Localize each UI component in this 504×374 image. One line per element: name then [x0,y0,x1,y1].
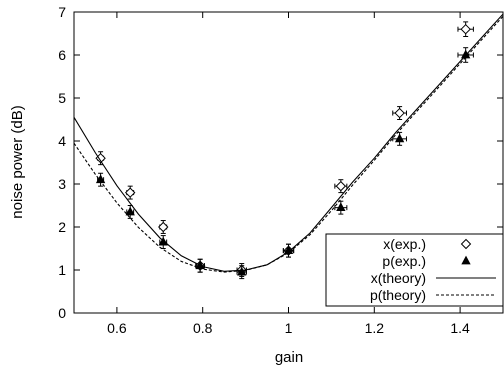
data-point-p(exp.) [336,202,346,212]
x-tick-label: 0.8 [193,320,213,336]
y-tick-label: 3 [58,176,66,192]
plot-area [74,13,503,280]
y-tick-label: 5 [58,90,66,106]
data-point-x(exp.) [335,180,347,192]
data-point-x(exp.) [158,221,169,233]
legend-label: p(theory) [370,287,426,303]
data-point-x(exp.) [460,23,471,35]
x-tick-label: 1.2 [365,320,385,336]
data-point-p(exp.) [125,206,135,216]
legend-label: x(theory) [371,270,426,286]
y-tick-label: 7 [58,4,66,20]
y-tick-label: 1 [58,262,66,278]
data-point-p(exp.) [95,174,106,184]
y-tick-label: 2 [58,219,66,235]
x-tick-label: 1.4 [450,320,470,336]
legend-box [325,233,504,307]
data-point-x(exp.) [394,107,405,119]
legend: x(exp.)p(exp.)x(theory)p(theory) [325,233,504,307]
series-group [74,13,503,280]
legend-label: p(exp.) [382,253,426,269]
x-tick-label: 0.6 [107,320,127,336]
x-axis-label: gain [275,349,303,366]
x-tick-label: 1 [285,320,293,336]
y-tick-label: 4 [58,133,66,149]
data-point-p(exp.) [394,133,405,143]
data-point-x(exp.) [124,187,136,198]
y-tick-label: 6 [58,47,66,63]
series-line-p(theory) [74,15,503,273]
legend-label: x(exp.) [383,236,426,252]
legend-marker-swatch [461,255,471,265]
axes: 0.6 0.8 1 1.2 1.4 0 1 2 3 4 5 6 7 [58,4,504,336]
legend-marker-swatch [460,238,472,250]
series-line-x(theory) [74,13,503,272]
y-tick-label: 0 [58,305,66,321]
y-axis-label: noise power (dB) [9,105,26,218]
